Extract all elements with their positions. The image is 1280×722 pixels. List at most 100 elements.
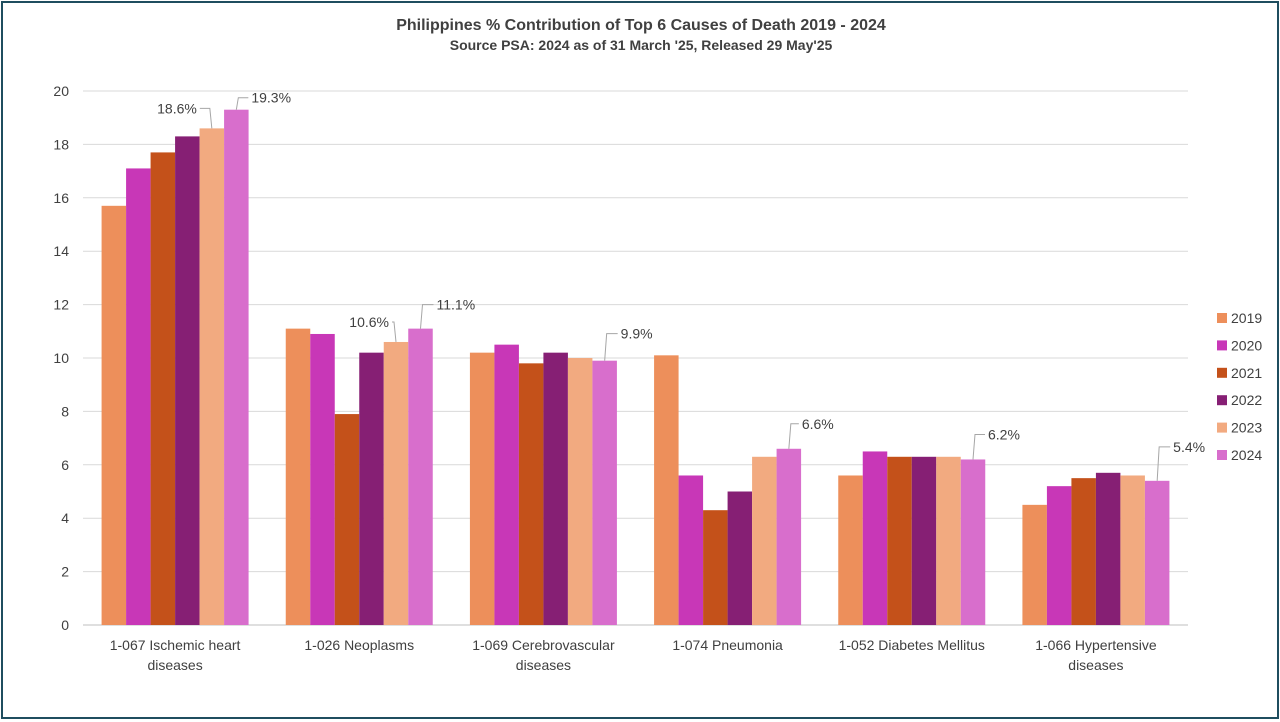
data-label: 6.6% xyxy=(802,416,834,432)
bar xyxy=(1144,480,1170,625)
x-tick-label-line: 1-066 Hypertensive xyxy=(1035,637,1157,653)
x-tick-label: 1-067 Ischemic heart diseases xyxy=(110,637,241,673)
bar xyxy=(1095,472,1121,625)
y-tick-label: 6 xyxy=(61,457,69,473)
legend-swatch xyxy=(1217,422,1227,433)
y-tick-label: 8 xyxy=(61,403,69,419)
bar xyxy=(838,475,863,625)
bar xyxy=(936,456,961,625)
bar xyxy=(543,352,568,625)
bar xyxy=(150,152,176,625)
legend: 2019 2020 2021 2022 2023 2024 xyxy=(1217,310,1262,463)
bar xyxy=(911,456,937,625)
x-tick-label-line: diseases xyxy=(147,657,202,673)
bar xyxy=(1071,478,1096,625)
bar xyxy=(776,448,802,625)
data-label-leader xyxy=(199,107,213,129)
bar xyxy=(175,136,200,625)
x-tick-label-line: 1-067 Ischemic heart xyxy=(110,637,241,653)
x-tick-label: 1-074 Pneumonia xyxy=(672,637,783,653)
x-tick-label: 1-069 Cerebrovascular diseases xyxy=(472,637,615,673)
bar xyxy=(310,333,335,625)
data-label-leader xyxy=(235,97,249,110)
y-tick-label: 20 xyxy=(53,83,69,99)
y-tick-label: 12 xyxy=(53,297,69,313)
bar xyxy=(862,451,888,625)
x-axis-ticks: 1-067 Ischemic heart diseases 1-026 Neopla… xyxy=(110,637,1157,673)
bar xyxy=(494,344,519,625)
data-label: 11.1% xyxy=(437,297,476,313)
legend-swatch xyxy=(1217,395,1227,406)
bar xyxy=(518,363,544,625)
data-label-leader xyxy=(604,333,618,361)
bar xyxy=(1022,504,1047,625)
bar xyxy=(727,491,753,625)
bar xyxy=(592,360,617,625)
legend-label: 2019 xyxy=(1231,310,1262,326)
y-tick-label: 2 xyxy=(61,564,69,580)
gridlines xyxy=(83,90,1188,626)
data-label: 10.6% xyxy=(349,314,389,330)
bar xyxy=(383,341,409,625)
legend-label: 2022 xyxy=(1231,392,1262,408)
bar xyxy=(567,358,593,625)
data-label-leader xyxy=(788,423,799,449)
data-label: 9.9% xyxy=(621,326,653,342)
data-label: 6.2% xyxy=(988,426,1020,442)
data-label: 5.4% xyxy=(1173,439,1205,455)
data-label-leader xyxy=(420,304,434,329)
bar xyxy=(1046,486,1072,625)
bar xyxy=(703,510,728,625)
y-tick-label: 4 xyxy=(61,510,69,526)
data-label-leader xyxy=(392,321,397,343)
bar xyxy=(224,109,249,625)
bar xyxy=(408,328,433,625)
data-label: 18.6% xyxy=(157,100,197,116)
legend-swatch xyxy=(1217,367,1227,378)
legend-label: 2024 xyxy=(1231,447,1262,463)
bar xyxy=(199,128,225,625)
y-tick-label: 10 xyxy=(53,350,69,366)
bar xyxy=(101,205,127,625)
x-tick-label: 1-052 Diabetes Mellitus xyxy=(839,637,985,653)
x-tick-label-line: 1-052 Diabetes Mellitus xyxy=(839,637,985,653)
legend-label: 2023 xyxy=(1231,420,1262,436)
x-tick-label-line: 1-026 Neoplasms xyxy=(304,637,414,653)
y-tick-label: 18 xyxy=(53,136,69,152)
x-tick-label: 1-066 Hypertensive diseases xyxy=(1035,637,1157,673)
y-tick-label: 14 xyxy=(53,243,69,259)
bar xyxy=(1120,475,1145,625)
x-tick-label-line: diseases xyxy=(1068,657,1123,673)
bar xyxy=(654,355,679,625)
data-label-leader xyxy=(1156,446,1171,481)
y-axis-ticks: 0 2 4 6 8 10 12 14 16 18 20 xyxy=(53,83,69,633)
data-label: 19.3% xyxy=(251,90,291,106)
data-label-leader xyxy=(972,433,985,460)
bar xyxy=(678,475,704,625)
bar xyxy=(469,352,495,625)
chart-title: Philippines % Contribution of Top 6 Caus… xyxy=(396,17,886,34)
x-tick-label: 1-026 Neoplasms xyxy=(304,637,414,653)
legend-label: 2021 xyxy=(1231,365,1262,381)
x-tick-label-line: 1-074 Pneumonia xyxy=(672,637,783,653)
legend-swatch xyxy=(1217,313,1227,323)
bar-chart: Philippines % Contribution of Top 6 Caus… xyxy=(53,17,1262,673)
legend-swatch xyxy=(1217,450,1227,460)
y-tick-label: 0 xyxy=(61,617,69,633)
legend-label: 2020 xyxy=(1231,337,1262,353)
bar xyxy=(334,414,360,625)
legend-swatch xyxy=(1217,340,1227,351)
x-tick-label-line: 1-069 Cerebrovascular xyxy=(472,637,615,653)
bar xyxy=(960,459,986,625)
data-labels: 18.6% 19.3% 10.6% 11.1% 9.9% 6.6% 6.2% 5.4% xyxy=(157,90,1205,481)
bar xyxy=(359,352,384,625)
bar xyxy=(887,456,912,625)
bar xyxy=(752,456,777,625)
chart-subtitle: Source PSA: 2024 as of 31 March '25, Rel… xyxy=(450,37,833,53)
bar xyxy=(126,168,151,625)
bars xyxy=(101,109,1170,625)
bar xyxy=(285,328,311,625)
y-tick-label: 16 xyxy=(53,190,69,206)
x-tick-label-line: diseases xyxy=(516,657,571,673)
